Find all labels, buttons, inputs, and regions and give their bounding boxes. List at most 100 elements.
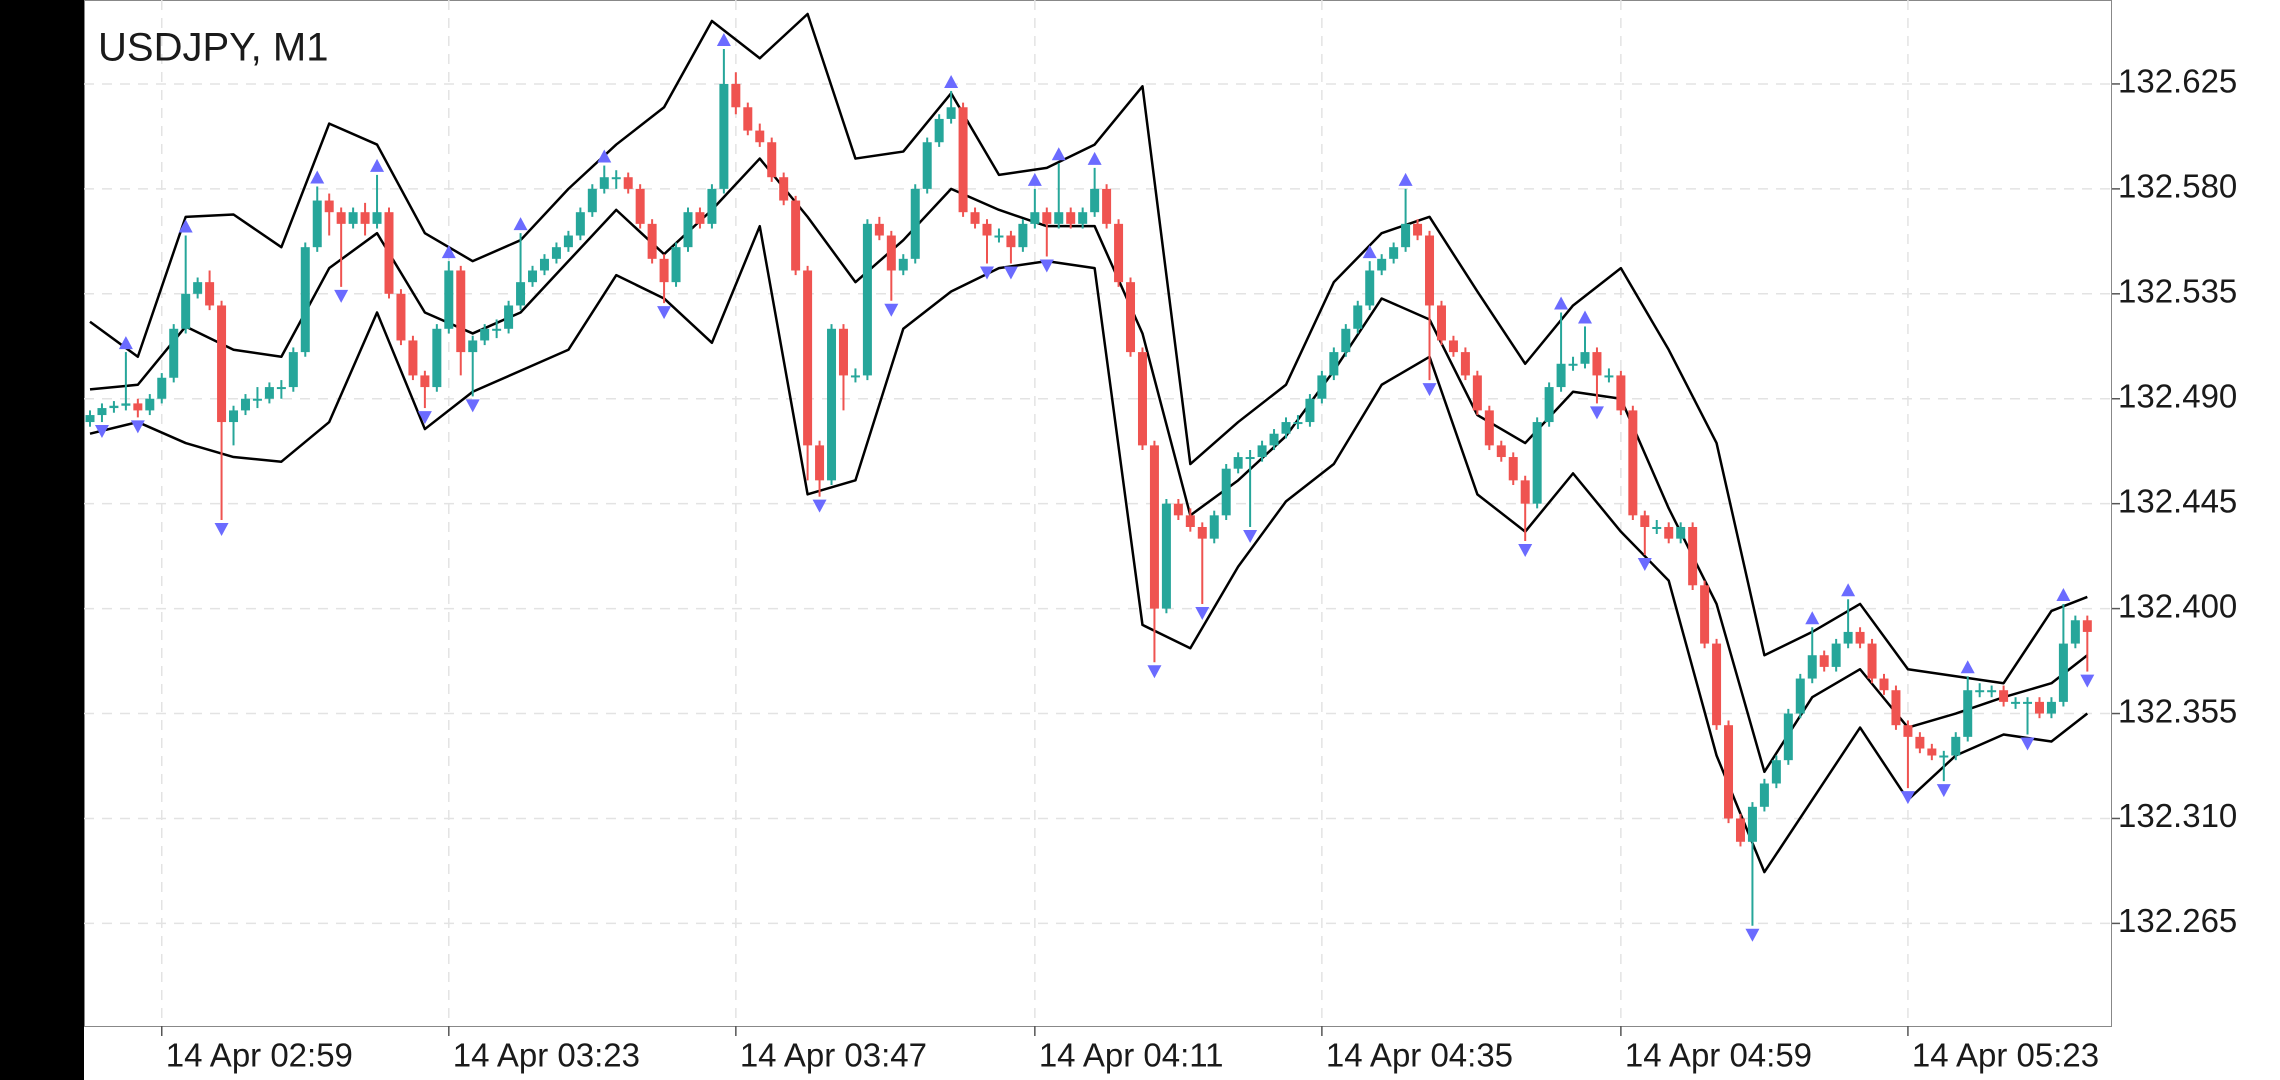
candle-body bbox=[1963, 690, 1973, 737]
candle-body bbox=[1724, 725, 1734, 819]
fractal-up bbox=[1960, 660, 1975, 674]
candle-body bbox=[695, 212, 705, 224]
candle-body bbox=[396, 293, 406, 341]
candle-body bbox=[1939, 755, 1949, 758]
candle-body bbox=[1197, 526, 1207, 539]
x-tick-label: 14 Apr 05:23 bbox=[1912, 1037, 2099, 1074]
candle-body bbox=[145, 398, 155, 411]
candle-body bbox=[1867, 643, 1877, 679]
candle-body bbox=[934, 118, 944, 143]
candle-body bbox=[659, 258, 669, 283]
fractal-down bbox=[1195, 606, 1210, 620]
candle-body bbox=[516, 282, 526, 306]
candle-body bbox=[229, 410, 239, 423]
band-lower bbox=[89, 224, 2089, 874]
bollinger-bands bbox=[89, 12, 2089, 874]
fractal-up bbox=[1362, 245, 1377, 259]
candle-body bbox=[1568, 363, 1578, 366]
y-tick-label: 132.310 bbox=[2118, 797, 2237, 834]
candle-body bbox=[1676, 526, 1686, 539]
candle-body bbox=[97, 408, 107, 416]
fractal-up bbox=[370, 158, 385, 172]
candle-body bbox=[181, 293, 191, 329]
candle-body bbox=[922, 142, 932, 189]
fractal-up bbox=[1554, 296, 1569, 310]
candle-body bbox=[1436, 305, 1446, 341]
candle-body bbox=[1305, 398, 1315, 423]
candle-body bbox=[528, 270, 538, 283]
candle-body bbox=[348, 212, 358, 224]
candle-body bbox=[779, 177, 789, 201]
candle-body bbox=[324, 200, 334, 213]
candle-body bbox=[157, 377, 167, 399]
candle-body bbox=[1269, 433, 1279, 446]
candle-body bbox=[539, 258, 549, 271]
y-tick-label: 132.580 bbox=[2118, 168, 2237, 205]
fractal-up bbox=[1027, 172, 1042, 186]
candle-body bbox=[432, 328, 442, 388]
fractal-down bbox=[1589, 406, 1604, 420]
y-tick-label: 132.445 bbox=[2118, 482, 2237, 519]
candle-body bbox=[1413, 223, 1423, 236]
fractal-up bbox=[441, 245, 456, 259]
candle-body bbox=[1472, 375, 1482, 411]
candle-body bbox=[850, 375, 860, 378]
candle-body bbox=[647, 223, 657, 259]
candle-body bbox=[169, 328, 179, 378]
x-tick-label: 14 Apr 04:11 bbox=[1039, 1037, 1224, 1074]
candle-body bbox=[480, 328, 490, 341]
candle-body bbox=[743, 107, 753, 131]
candle-body bbox=[611, 177, 621, 180]
candle-body bbox=[312, 200, 322, 248]
candle-body bbox=[1652, 526, 1662, 529]
candle-body bbox=[1843, 631, 1853, 644]
candle-body bbox=[1592, 352, 1602, 376]
candle-body bbox=[874, 223, 884, 236]
candle-body bbox=[838, 328, 848, 376]
candle-body bbox=[1281, 422, 1291, 434]
candle-body bbox=[1688, 526, 1698, 586]
fractal-down bbox=[1745, 928, 1760, 942]
candle-body bbox=[1353, 305, 1363, 329]
candle-body bbox=[1257, 445, 1267, 458]
fractal-down bbox=[417, 411, 432, 425]
candle-body bbox=[1341, 328, 1351, 353]
candle-body bbox=[264, 387, 274, 399]
candle-body bbox=[1389, 247, 1399, 259]
fractal-down bbox=[334, 289, 349, 303]
x-tick-label: 14 Apr 03:23 bbox=[453, 1037, 640, 1074]
candle-body bbox=[468, 340, 478, 353]
fractal-down bbox=[812, 499, 827, 513]
candle-body bbox=[408, 340, 418, 376]
candle-body bbox=[2082, 620, 2092, 632]
fractal-down bbox=[1518, 543, 1533, 557]
candle-body bbox=[946, 107, 956, 119]
fractal-up bbox=[1087, 151, 1102, 165]
candle-body bbox=[444, 270, 454, 329]
candle-body bbox=[958, 107, 968, 213]
candle-body bbox=[2023, 701, 2033, 704]
candle-body bbox=[109, 405, 119, 409]
candle-body bbox=[1173, 503, 1183, 516]
candle-body bbox=[994, 235, 1004, 238]
candle-body bbox=[1819, 655, 1829, 667]
candle-body bbox=[1317, 375, 1327, 399]
candle-body bbox=[121, 403, 131, 406]
band-upper bbox=[89, 12, 2088, 685]
fractal-down bbox=[1637, 557, 1652, 571]
candle-body bbox=[886, 235, 896, 271]
axes: 132.265 132.310 132.355 132.400 132.445 132.4… bbox=[161, 63, 2237, 1074]
candle-body bbox=[1018, 223, 1028, 248]
fractal-down bbox=[2020, 737, 2035, 751]
candle-body bbox=[1209, 515, 1219, 539]
candle-body bbox=[2070, 620, 2080, 644]
candle-body bbox=[731, 83, 741, 108]
candle-body bbox=[1556, 363, 1566, 388]
fractal-up bbox=[178, 219, 193, 233]
candle-body bbox=[707, 188, 717, 224]
candle-body bbox=[1066, 212, 1076, 224]
y-tick-label: 132.355 bbox=[2118, 692, 2237, 729]
candle-body bbox=[1712, 643, 1722, 726]
x-tick-label: 14 Apr 02:59 bbox=[166, 1037, 353, 1074]
candle-body bbox=[1735, 818, 1745, 842]
